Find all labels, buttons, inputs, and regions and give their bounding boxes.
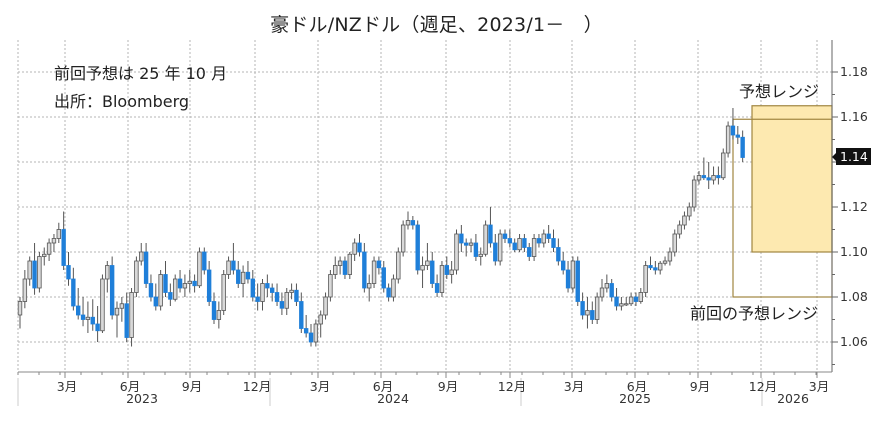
current-value-badge: 1.14 bbox=[836, 148, 871, 165]
y-tick-1.18: 1.18 bbox=[840, 64, 868, 79]
x-tick-2025-12: 12月 bbox=[748, 379, 778, 394]
y-tick-1.16: 1.16 bbox=[840, 109, 868, 124]
x-tick-2024-03: 3月 bbox=[309, 379, 331, 394]
y-tick-1.06: 1.06 bbox=[840, 334, 868, 349]
source-note: 出所：Bloomberg bbox=[54, 92, 190, 111]
x-tick-2025-09: 9月 bbox=[689, 379, 711, 394]
x-tick-2023-12: 12月 bbox=[242, 379, 272, 394]
candles bbox=[17, 108, 745, 347]
x-year-2024: 2024 bbox=[377, 391, 409, 406]
x-tick-2026-03: 3月 bbox=[808, 379, 830, 394]
x-year-2023: 2023 bbox=[126, 391, 158, 406]
x-tick-2023-06: 6月 bbox=[119, 379, 141, 394]
previous-forecast-note: 前回予想は 25 年 10 月 bbox=[54, 64, 228, 83]
chart-title: 豪ドル/NZドル（週足、2023/1－ ） bbox=[270, 14, 603, 36]
y-tick-1.08: 1.08 bbox=[840, 289, 868, 304]
x-tick-2024-09: 9月 bbox=[437, 379, 459, 394]
y-tick-1.10: 1.10 bbox=[840, 244, 868, 259]
forecast-ranges bbox=[732, 105, 833, 298]
x-year-2025: 2025 bbox=[619, 391, 651, 406]
x-tick-2024-12: 12月 bbox=[497, 379, 527, 394]
x-tick-2025-06: 6月 bbox=[626, 379, 648, 394]
x-tick-2023-03: 3月 bbox=[56, 379, 78, 394]
x-tick-2025-03: 3月 bbox=[563, 379, 585, 394]
x-tick-2023-09: 9月 bbox=[181, 379, 203, 394]
previous-range-label: 前回の予想レンジ bbox=[690, 304, 819, 323]
y-tick-1.12: 1.12 bbox=[840, 199, 868, 214]
x-tick-2024-06: 6月 bbox=[372, 379, 394, 394]
x-year-2026: 2026 bbox=[777, 391, 809, 406]
current-range-label: 予想レンジ bbox=[739, 82, 820, 101]
grid-lines bbox=[17, 40, 832, 372]
